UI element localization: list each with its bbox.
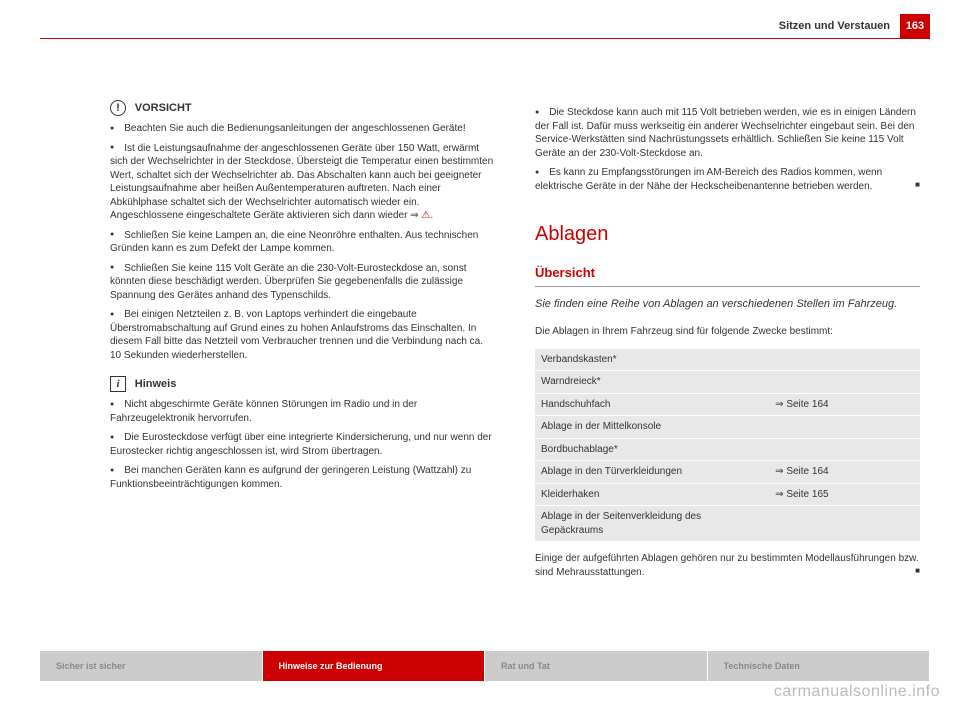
table-cell [769,416,920,438]
table-row: Ablage in den Türverkleidungen⇒ Seite 16… [535,461,920,484]
hinweis-bullet: Bei manchen Geräten kann es aufgrund der… [110,464,495,491]
table-row: Warndreieck* [535,371,920,394]
vorsicht-heading: ! VORSICHT [110,100,495,116]
end-marker-icon: ■ [915,180,920,191]
hinweis-bullet: Nicht abgeschirmte Geräte können Störung… [110,398,495,425]
outro-span: Einige der aufgeführten Ablagen gehören … [535,553,919,578]
table-cell: Ablage in der Mittelkonsole [535,416,769,438]
table-row: Kleiderhaken⇒ Seite 165 [535,484,920,507]
vorsicht-bullet: Schließen Sie keine 115 Volt Geräte an d… [110,262,495,303]
right-column: Die Steckdose kann auch mit 115 Volt bet… [535,100,920,579]
table-row: Verbandskasten* [535,349,920,372]
bullet-text: Ist die Leistungsaufnahme der angeschlos… [110,143,493,222]
footer-tab-tips[interactable]: Rat und Tat [485,651,707,681]
table-cell [769,349,920,371]
footer-tabs: Sicher ist sicher Hinweise zur Bedienung… [40,651,930,681]
table-cell: Ablage in den Türverkleidungen [535,461,769,483]
footer-tab-specs[interactable]: Technische Daten [708,651,930,681]
vorsicht-bullet: Schließen Sie keine Lampen an, die eine … [110,229,495,256]
footer-tab-safety[interactable]: Sicher ist sicher [40,651,262,681]
table-cell: ⇒ Seite 165 [769,484,920,506]
storage-table: Verbandskasten* Warndreieck* Handschuhfa… [535,349,920,543]
intro-text: Die Ablagen in Ihrem Fahrzeug sind für f… [535,325,920,339]
table-row: Ablage in der Mittelkonsole [535,416,920,439]
page-number: 163 [900,14,930,38]
table-cell [769,371,920,393]
vorsicht-bullet: Bei einigen Netzteilen z. B. von Laptops… [110,308,495,362]
hinweis-heading: i Hinweis [110,376,495,392]
hinweis-bullet: Die Eurosteckdose verfügt über eine inte… [110,431,495,458]
info-icon: i [110,376,126,392]
right-bullet: Es kann zu Empfangsstörungen im AM-Berei… [535,166,920,193]
footer-tab-operation[interactable]: Hinweise zur Bedienung [263,651,485,681]
outro-text: Einige der aufgeführten Ablagen gehören … [535,552,920,579]
hinweis-label: Hinweis [135,377,177,392]
table-cell: Kleiderhaken [535,484,769,506]
lead-text: Sie finden eine Reihe von Ablagen an ver… [535,297,920,312]
table-cell: Handschuhfach [535,394,769,416]
table-cell: ⇒ Seite 164 [769,394,920,416]
section-heading: Ablagen [535,221,920,248]
table-row: Bordbuchablage* [535,439,920,462]
table-cell: ⇒ Seite 164 [769,461,920,483]
table-row: Ablage in der Seitenverkleidung des Gepä… [535,506,920,542]
subsection-heading: Übersicht [535,264,920,287]
vorsicht-label: VORSICHT [135,101,192,116]
bullet-text: Es kann zu Empfangsstörungen im AM-Berei… [535,167,882,192]
table-cell [769,439,920,461]
end-marker-icon: ■ [915,566,920,577]
content-area: ! VORSICHT Beachten Sie auch die Bedienu… [110,100,920,579]
table-cell [769,506,920,541]
table-row: Handschuhfach⇒ Seite 164 [535,394,920,417]
header-divider [40,38,930,39]
warning-icon: ⚠ [421,210,430,221]
table-cell: Verbandskasten* [535,349,769,371]
table-cell: Bordbuchablage* [535,439,769,461]
vorsicht-bullet: Ist die Leistungsaufnahme der angeschlos… [110,142,495,223]
table-cell: Warndreieck* [535,371,769,393]
header-title: Sitzen und Verstauen [779,20,890,32]
vorsicht-bullet: Beachten Sie auch die Bedienungsanleitun… [110,122,495,136]
caution-icon: ! [110,100,126,116]
left-column: ! VORSICHT Beachten Sie auch die Bedienu… [110,100,495,579]
right-bullet: Die Steckdose kann auch mit 115 Volt bet… [535,106,920,160]
table-cell: Ablage in der Seitenverkleidung des Gepä… [535,506,769,541]
watermark: carmanualsonline.info [774,683,940,701]
